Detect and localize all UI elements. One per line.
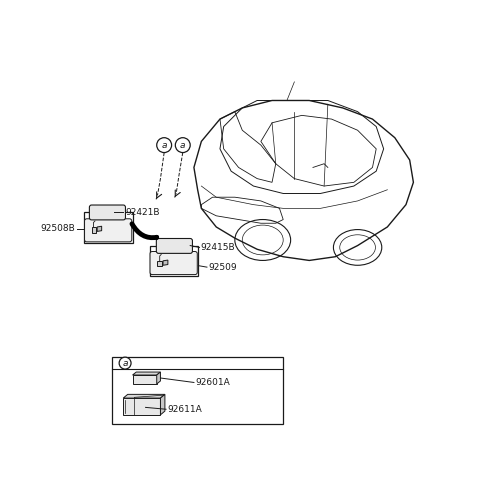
Text: 92421B: 92421B bbox=[125, 208, 159, 217]
Circle shape bbox=[175, 138, 190, 153]
Text: a: a bbox=[122, 359, 128, 368]
FancyBboxPatch shape bbox=[150, 252, 197, 275]
Circle shape bbox=[119, 357, 131, 369]
Bar bbox=[84, 212, 132, 242]
Polygon shape bbox=[123, 398, 160, 415]
Polygon shape bbox=[97, 226, 102, 231]
Polygon shape bbox=[156, 372, 160, 384]
Text: 92415B: 92415B bbox=[201, 243, 235, 252]
Polygon shape bbox=[160, 394, 165, 415]
Text: 92611A: 92611A bbox=[167, 405, 202, 414]
FancyBboxPatch shape bbox=[89, 205, 125, 220]
Circle shape bbox=[157, 138, 172, 153]
Polygon shape bbox=[123, 394, 165, 398]
FancyArrowPatch shape bbox=[132, 224, 156, 237]
Text: 92601A: 92601A bbox=[195, 378, 230, 387]
FancyBboxPatch shape bbox=[84, 219, 132, 242]
Polygon shape bbox=[163, 260, 168, 266]
Polygon shape bbox=[132, 372, 160, 375]
Text: a: a bbox=[180, 141, 185, 150]
Text: a: a bbox=[161, 141, 167, 150]
Polygon shape bbox=[132, 375, 156, 384]
Text: 92508B: 92508B bbox=[40, 224, 75, 233]
Polygon shape bbox=[157, 261, 162, 267]
FancyBboxPatch shape bbox=[156, 238, 192, 254]
Bar bbox=[150, 245, 198, 276]
Polygon shape bbox=[92, 227, 96, 232]
Bar bbox=[112, 357, 283, 424]
Text: 92509: 92509 bbox=[208, 263, 237, 272]
